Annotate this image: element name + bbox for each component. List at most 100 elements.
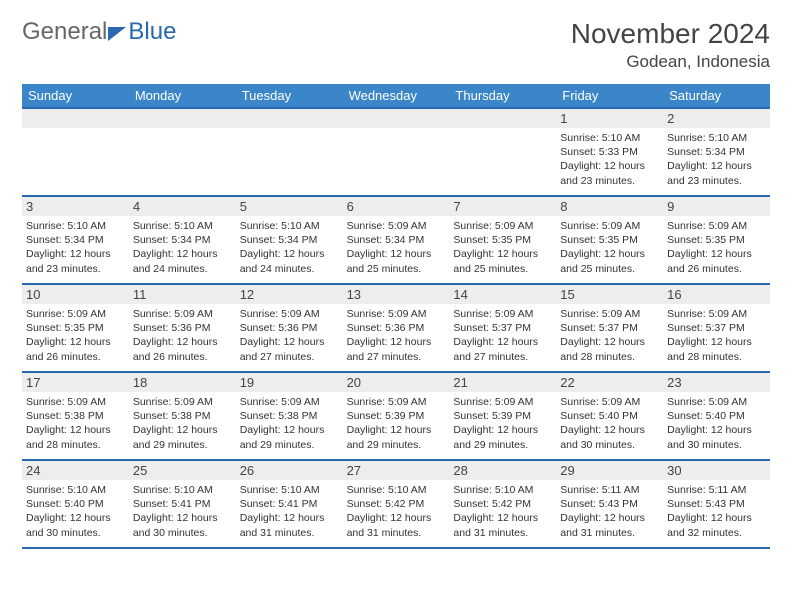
weekday-header: Sunday Monday Tuesday Wednesday Thursday…: [22, 84, 770, 107]
sunrise-line: Sunrise: 5:11 AM: [560, 483, 659, 497]
daylight-line: and 31 minutes.: [560, 526, 659, 540]
week-row: 3Sunrise: 5:10 AMSunset: 5:34 PMDaylight…: [22, 195, 770, 283]
sunrise-line: Sunrise: 5:10 AM: [240, 219, 339, 233]
day-number: 28: [449, 461, 556, 480]
day-number: [129, 109, 236, 128]
day-cell: 28Sunrise: 5:10 AMSunset: 5:42 PMDayligh…: [449, 461, 556, 547]
day-cell: 18Sunrise: 5:09 AMSunset: 5:38 PMDayligh…: [129, 373, 236, 459]
sunset-line: Sunset: 5:40 PM: [26, 497, 125, 511]
weekday-tue: Tuesday: [236, 84, 343, 107]
weekday-fri: Friday: [556, 84, 663, 107]
sunset-line: Sunset: 5:41 PM: [240, 497, 339, 511]
daylight-line: Daylight: 12 hours: [560, 423, 659, 437]
sunrise-line: Sunrise: 5:09 AM: [453, 395, 552, 409]
sunrise-line: Sunrise: 5:09 AM: [133, 307, 232, 321]
sunset-line: Sunset: 5:38 PM: [26, 409, 125, 423]
daylight-line: Daylight: 12 hours: [560, 247, 659, 261]
daylight-line: and 28 minutes.: [560, 350, 659, 364]
sunset-line: Sunset: 5:38 PM: [133, 409, 232, 423]
logo: General Blue: [22, 18, 176, 46]
day-cell: 22Sunrise: 5:09 AMSunset: 5:40 PMDayligh…: [556, 373, 663, 459]
day-number: [236, 109, 343, 128]
day-cell: 16Sunrise: 5:09 AMSunset: 5:37 PMDayligh…: [663, 285, 770, 371]
day-number: 27: [343, 461, 450, 480]
day-cell: [343, 109, 450, 195]
sunrise-line: Sunrise: 5:10 AM: [26, 483, 125, 497]
daylight-line: Daylight: 12 hours: [347, 335, 446, 349]
daylight-line: Daylight: 12 hours: [560, 511, 659, 525]
daylight-line: Daylight: 12 hours: [347, 247, 446, 261]
daylight-line: Daylight: 12 hours: [26, 511, 125, 525]
daylight-line: and 23 minutes.: [26, 262, 125, 276]
sunset-line: Sunset: 5:39 PM: [347, 409, 446, 423]
daylight-line: Daylight: 12 hours: [560, 159, 659, 173]
daylight-line: Daylight: 12 hours: [453, 511, 552, 525]
sunset-line: Sunset: 5:43 PM: [667, 497, 766, 511]
daylight-line: and 25 minutes.: [560, 262, 659, 276]
day-number: 1: [556, 109, 663, 128]
weeks-container: 1Sunrise: 5:10 AMSunset: 5:33 PMDaylight…: [22, 107, 770, 549]
daylight-line: Daylight: 12 hours: [240, 335, 339, 349]
day-cell: 15Sunrise: 5:09 AMSunset: 5:37 PMDayligh…: [556, 285, 663, 371]
daylight-line: Daylight: 12 hours: [133, 335, 232, 349]
daylight-line: and 29 minutes.: [453, 438, 552, 452]
sunrise-line: Sunrise: 5:10 AM: [453, 483, 552, 497]
sunrise-line: Sunrise: 5:10 AM: [26, 219, 125, 233]
sunset-line: Sunset: 5:42 PM: [347, 497, 446, 511]
day-cell: 17Sunrise: 5:09 AMSunset: 5:38 PMDayligh…: [22, 373, 129, 459]
logo-triangle-icon: [108, 27, 126, 41]
daylight-line: and 27 minutes.: [240, 350, 339, 364]
sunset-line: Sunset: 5:35 PM: [560, 233, 659, 247]
sunrise-line: Sunrise: 5:11 AM: [667, 483, 766, 497]
day-number: 4: [129, 197, 236, 216]
sunset-line: Sunset: 5:41 PM: [133, 497, 232, 511]
daylight-line: Daylight: 12 hours: [133, 511, 232, 525]
logo-text-blue: Blue: [128, 18, 176, 46]
daylight-line: Daylight: 12 hours: [240, 247, 339, 261]
day-cell: 12Sunrise: 5:09 AMSunset: 5:36 PMDayligh…: [236, 285, 343, 371]
sunrise-line: Sunrise: 5:10 AM: [133, 219, 232, 233]
daylight-line: and 24 minutes.: [240, 262, 339, 276]
day-number: 3: [22, 197, 129, 216]
sunrise-line: Sunrise: 5:10 AM: [133, 483, 232, 497]
week-row: 17Sunrise: 5:09 AMSunset: 5:38 PMDayligh…: [22, 371, 770, 459]
sunset-line: Sunset: 5:36 PM: [133, 321, 232, 335]
day-number: 15: [556, 285, 663, 304]
daylight-line: Daylight: 12 hours: [667, 511, 766, 525]
day-number: 26: [236, 461, 343, 480]
day-cell: 19Sunrise: 5:09 AMSunset: 5:38 PMDayligh…: [236, 373, 343, 459]
daylight-line: and 29 minutes.: [240, 438, 339, 452]
sunset-line: Sunset: 5:35 PM: [667, 233, 766, 247]
day-cell: 30Sunrise: 5:11 AMSunset: 5:43 PMDayligh…: [663, 461, 770, 547]
week-row: 10Sunrise: 5:09 AMSunset: 5:35 PMDayligh…: [22, 283, 770, 371]
day-number: 7: [449, 197, 556, 216]
daylight-line: and 32 minutes.: [667, 526, 766, 540]
sunset-line: Sunset: 5:40 PM: [667, 409, 766, 423]
daylight-line: Daylight: 12 hours: [133, 423, 232, 437]
sunrise-line: Sunrise: 5:09 AM: [667, 307, 766, 321]
day-cell: [236, 109, 343, 195]
day-cell: 11Sunrise: 5:09 AMSunset: 5:36 PMDayligh…: [129, 285, 236, 371]
daylight-line: Daylight: 12 hours: [667, 159, 766, 173]
weekday-mon: Monday: [129, 84, 236, 107]
weekday-sat: Saturday: [663, 84, 770, 107]
daylight-line: and 23 minutes.: [667, 174, 766, 188]
daylight-line: and 30 minutes.: [560, 438, 659, 452]
sunset-line: Sunset: 5:37 PM: [667, 321, 766, 335]
day-cell: 23Sunrise: 5:09 AMSunset: 5:40 PMDayligh…: [663, 373, 770, 459]
day-cell: 20Sunrise: 5:09 AMSunset: 5:39 PMDayligh…: [343, 373, 450, 459]
daylight-line: Daylight: 12 hours: [240, 423, 339, 437]
location: Godean, Indonesia: [571, 52, 770, 72]
daylight-line: Daylight: 12 hours: [347, 511, 446, 525]
sunrise-line: Sunrise: 5:09 AM: [453, 219, 552, 233]
daylight-line: Daylight: 12 hours: [240, 511, 339, 525]
day-cell: 7Sunrise: 5:09 AMSunset: 5:35 PMDaylight…: [449, 197, 556, 283]
day-cell: 9Sunrise: 5:09 AMSunset: 5:35 PMDaylight…: [663, 197, 770, 283]
day-cell: [22, 109, 129, 195]
daylight-line: and 27 minutes.: [347, 350, 446, 364]
day-number: 12: [236, 285, 343, 304]
sunrise-line: Sunrise: 5:09 AM: [560, 307, 659, 321]
sunset-line: Sunset: 5:36 PM: [347, 321, 446, 335]
daylight-line: and 24 minutes.: [133, 262, 232, 276]
daylight-line: and 31 minutes.: [347, 526, 446, 540]
